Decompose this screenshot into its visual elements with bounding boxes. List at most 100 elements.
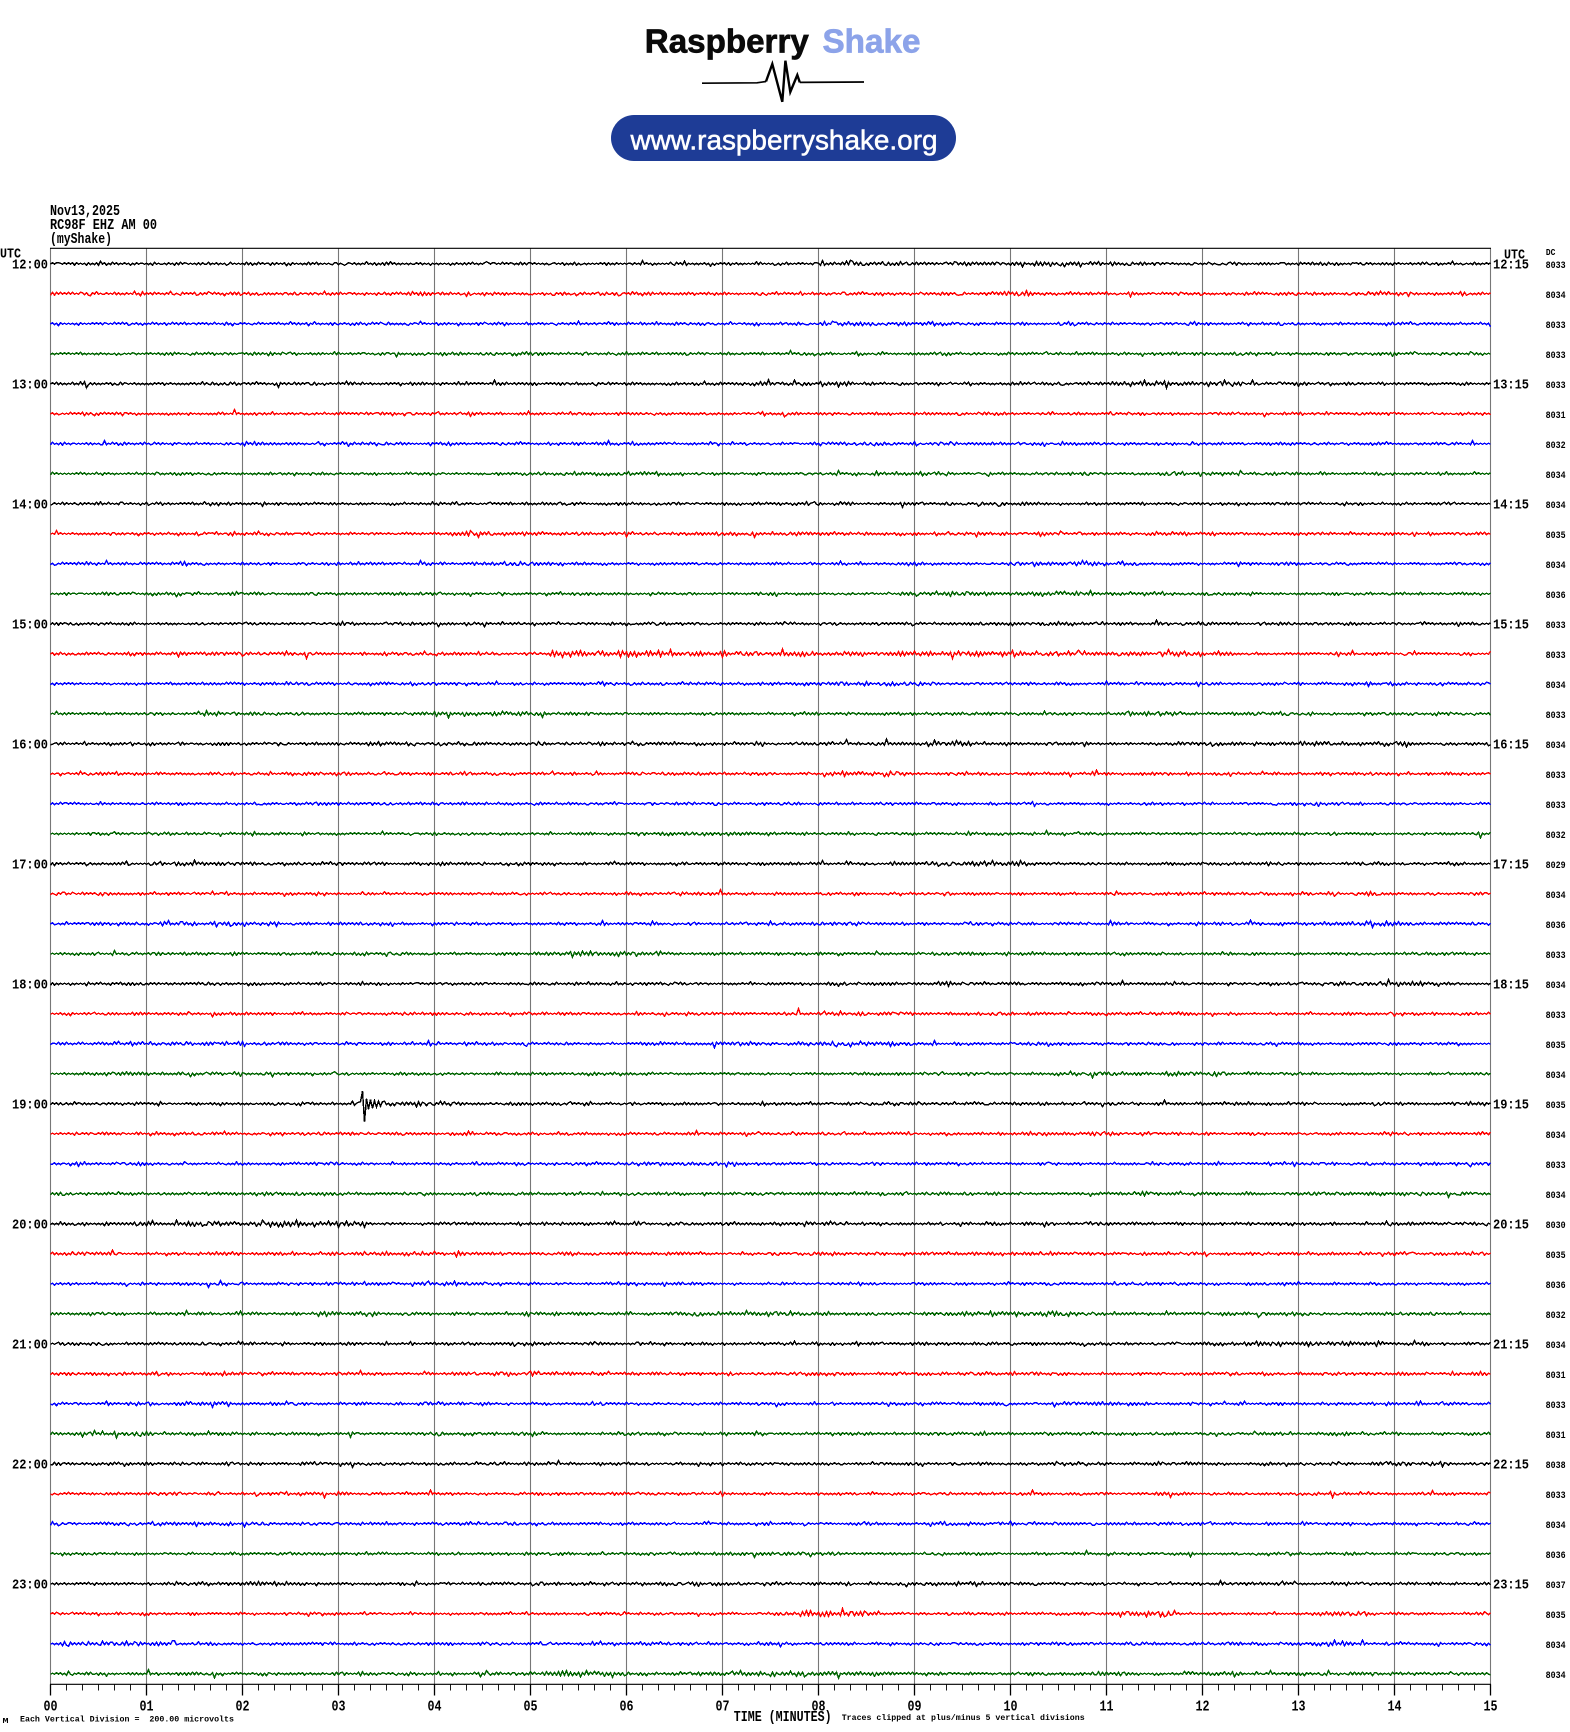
svg-text:8032: 8032: [1546, 1310, 1566, 1322]
svg-text:8033: 8033: [1546, 1400, 1566, 1412]
svg-text:05: 05: [524, 1698, 538, 1715]
svg-text:8035: 8035: [1546, 1250, 1566, 1262]
svg-text:8033: 8033: [1546, 770, 1566, 782]
svg-text:8036: 8036: [1546, 920, 1566, 932]
svg-text:15:00: 15:00: [12, 618, 48, 634]
svg-text:8036: 8036: [1546, 1280, 1566, 1292]
svg-text:17:15: 17:15: [1493, 858, 1529, 874]
svg-text:8032: 8032: [1546, 830, 1566, 842]
svg-text:8031: 8031: [1546, 1430, 1566, 1442]
svg-text:12: 12: [1196, 1698, 1210, 1715]
svg-text:UTC: UTC: [1504, 247, 1525, 263]
svg-text:07: 07: [716, 1698, 730, 1715]
svg-text:03: 03: [332, 1698, 346, 1715]
svg-text:8034: 8034: [1546, 1190, 1566, 1202]
svg-text:19:15: 19:15: [1493, 1098, 1529, 1114]
svg-text:19:00: 19:00: [12, 1098, 48, 1114]
svg-text:Traces clipped at plus/minus 5: Traces clipped at plus/minus 5 vertical …: [842, 1713, 1085, 1723]
svg-text:8036: 8036: [1546, 590, 1566, 602]
svg-text:15: 15: [1484, 1698, 1498, 1715]
svg-text:8034: 8034: [1546, 980, 1566, 992]
svg-text:8032: 8032: [1546, 440, 1566, 452]
svg-text:22:00: 22:00: [12, 1458, 48, 1474]
svg-text:Nov13,2025: Nov13,2025: [50, 203, 120, 220]
svg-text:DC: DC: [1546, 247, 1556, 258]
svg-text:8034: 8034: [1546, 1130, 1566, 1142]
svg-text:8033: 8033: [1546, 380, 1566, 392]
svg-text:18:15: 18:15: [1493, 978, 1529, 994]
svg-text:8033: 8033: [1546, 1160, 1566, 1172]
svg-text:(myShake): (myShake): [50, 231, 112, 248]
svg-text:8031: 8031: [1546, 410, 1566, 422]
svg-text:13:15: 13:15: [1493, 378, 1529, 394]
svg-text:8034: 8034: [1546, 1070, 1566, 1082]
svg-text:RC98F EHZ AM 00: RC98F EHZ AM 00: [50, 217, 157, 234]
svg-text:8034: 8034: [1546, 560, 1566, 572]
svg-text:8033: 8033: [1546, 1010, 1566, 1022]
svg-text:14: 14: [1388, 1698, 1402, 1715]
svg-text:01: 01: [140, 1698, 154, 1715]
svg-text:8034: 8034: [1546, 1640, 1566, 1652]
svg-text:8034: 8034: [1546, 470, 1566, 482]
svg-text:8034: 8034: [1546, 740, 1566, 752]
svg-text:21:00: 21:00: [12, 1338, 48, 1354]
svg-text:8031: 8031: [1546, 1370, 1566, 1382]
svg-text:20:00: 20:00: [12, 1218, 48, 1234]
svg-text:8033: 8033: [1546, 710, 1566, 722]
svg-text:12:15: 12:15: [1493, 258, 1529, 274]
svg-text:02: 02: [236, 1698, 250, 1715]
svg-text:M: M: [3, 1718, 9, 1726]
svg-text:13:00: 13:00: [12, 378, 48, 394]
svg-text:8034: 8034: [1546, 290, 1566, 302]
svg-text:8034: 8034: [1546, 890, 1566, 902]
svg-text:8033: 8033: [1546, 320, 1566, 332]
svg-text:16:00: 16:00: [12, 738, 48, 754]
svg-text:8035: 8035: [1546, 1040, 1566, 1052]
svg-text:8029: 8029: [1546, 860, 1566, 872]
svg-text:8035: 8035: [1546, 530, 1566, 542]
svg-text:12:00: 12:00: [12, 258, 48, 274]
svg-text:14:00: 14:00: [12, 498, 48, 514]
svg-text:8034: 8034: [1546, 500, 1566, 512]
svg-text:15:15: 15:15: [1493, 618, 1529, 634]
svg-text:23:15: 23:15: [1493, 1578, 1529, 1594]
svg-text:TIME (MINUTES): TIME (MINUTES): [734, 1709, 832, 1726]
svg-text:11: 11: [1100, 1698, 1114, 1715]
svg-text:8038: 8038: [1546, 1460, 1566, 1472]
svg-text:Each Vertical Division = 200.: Each Vertical Division = 200.00 microvol…: [20, 1714, 234, 1724]
svg-text:16:15: 16:15: [1493, 738, 1529, 754]
svg-text:8033: 8033: [1546, 620, 1566, 632]
svg-text:8033: 8033: [1546, 260, 1566, 272]
svg-text:21:15: 21:15: [1493, 1338, 1529, 1354]
svg-text:8033: 8033: [1546, 1490, 1566, 1502]
svg-text:18:00: 18:00: [12, 978, 48, 994]
svg-text:22:15: 22:15: [1493, 1458, 1529, 1474]
svg-text:23:00: 23:00: [12, 1578, 48, 1594]
svg-text:8030: 8030: [1546, 1220, 1566, 1232]
svg-text:8033: 8033: [1546, 950, 1566, 962]
svg-text:04: 04: [428, 1698, 442, 1715]
svg-text:UTC: UTC: [0, 247, 21, 263]
svg-text:08: 08: [812, 1698, 826, 1715]
svg-text:20:15: 20:15: [1493, 1218, 1529, 1234]
svg-text:Shake: Shake: [823, 23, 921, 60]
svg-text:8033: 8033: [1546, 350, 1566, 362]
svg-text:09: 09: [908, 1698, 922, 1715]
svg-text:Raspberry: Raspberry: [645, 23, 810, 60]
svg-text:06: 06: [620, 1698, 634, 1715]
svg-text:00: 00: [44, 1698, 58, 1715]
svg-text:14:15: 14:15: [1493, 498, 1529, 514]
svg-text:8034: 8034: [1546, 1520, 1566, 1532]
svg-text:8034: 8034: [1546, 1340, 1566, 1352]
svg-text:17:00: 17:00: [12, 858, 48, 874]
svg-text:8035: 8035: [1546, 1610, 1566, 1622]
svg-text:13: 13: [1292, 1698, 1306, 1715]
svg-text:8035: 8035: [1546, 1100, 1566, 1112]
svg-text:8034: 8034: [1546, 680, 1566, 692]
svg-text:www.raspberryshake.org: www.raspberryshake.org: [630, 124, 938, 155]
svg-text:10: 10: [1004, 1698, 1018, 1715]
svg-text:8036: 8036: [1546, 1550, 1566, 1562]
svg-text:8033: 8033: [1546, 650, 1566, 662]
svg-text:8033: 8033: [1546, 800, 1566, 812]
svg-text:8037: 8037: [1546, 1580, 1566, 1592]
